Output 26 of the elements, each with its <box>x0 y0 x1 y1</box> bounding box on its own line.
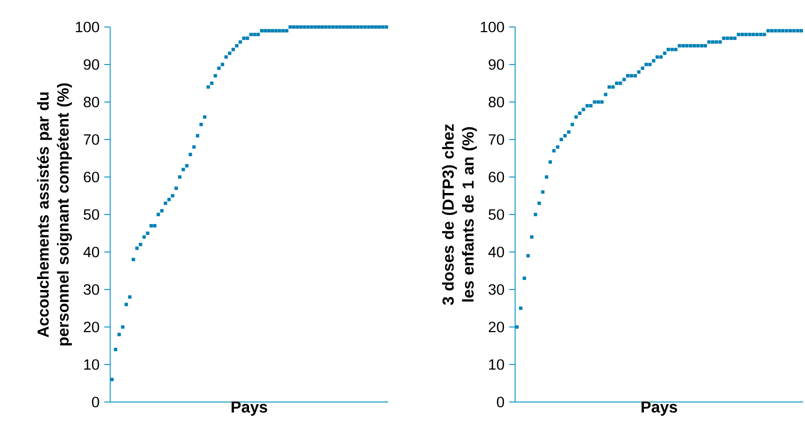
y-tick-label: 0 <box>496 396 504 408</box>
y-tick-label: 20 <box>488 322 504 332</box>
y-axis-title: Accouchements assistés par du personnel soignant compétent (%) <box>36 83 72 346</box>
y-tick-label: 20 <box>84 322 100 332</box>
y-tick-label: 40 <box>83 246 100 258</box>
x-axis-title: Pays <box>642 402 678 416</box>
y-tick-label: 50 <box>488 209 504 220</box>
y-tick-label: 60 <box>84 172 100 182</box>
y-tick-label: 100 <box>76 22 100 32</box>
y-tick-label: 70 <box>488 134 504 145</box>
y-tick-label: 70 <box>84 134 100 145</box>
y-tick-label: 50 <box>84 209 100 220</box>
y-tick-label: 40 <box>488 246 504 258</box>
y-tick-label: 10 <box>489 359 504 370</box>
y-tick-label: 30 <box>488 284 504 295</box>
y-axis-title: 3 doses de (DTP3) chez les enfants de 1 an (%) <box>442 124 477 305</box>
y-tick-label: 60 <box>488 172 504 182</box>
y-tick-label: 80 <box>488 96 504 108</box>
y-tick-label: 80 <box>84 96 100 108</box>
y-tick-label: 0 <box>92 396 100 408</box>
y-tick-label: 90 <box>84 59 100 70</box>
y-tick-label: 90 <box>488 59 504 70</box>
y-tick-label: 10 <box>84 359 100 370</box>
x-axis-title: Pays <box>232 402 268 416</box>
y-tick-label: 100 <box>480 22 504 32</box>
y-tick-label: 30 <box>84 284 100 295</box>
